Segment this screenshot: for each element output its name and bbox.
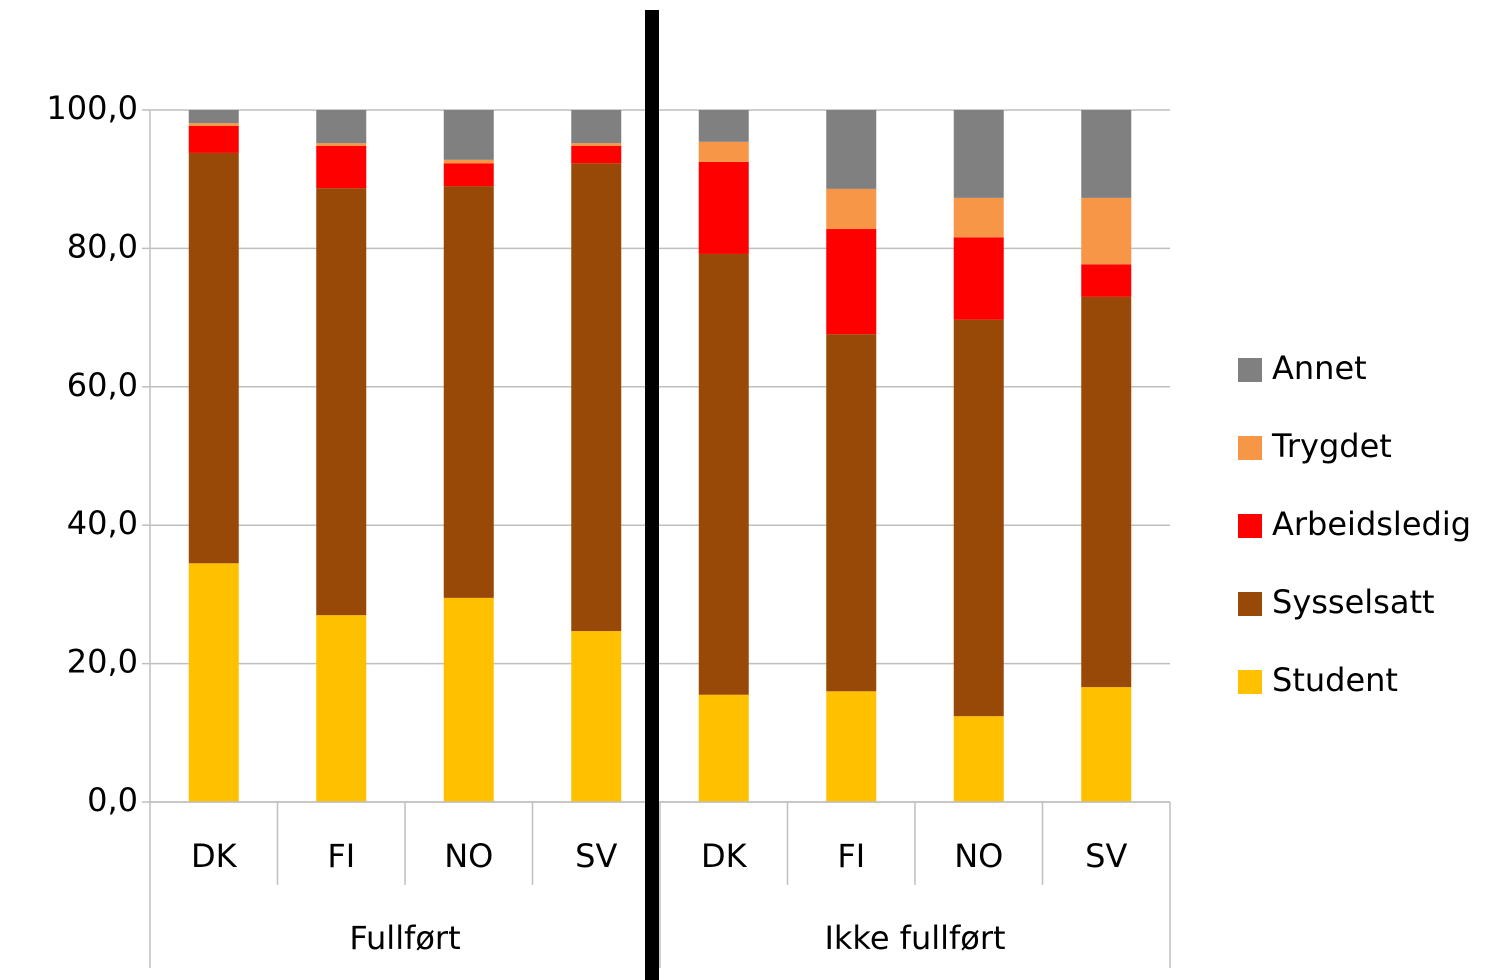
bar-segment [826, 229, 877, 335]
y-tick-label: 60,0 [67, 366, 138, 404]
bar-segment [698, 253, 749, 695]
bar-segment [316, 145, 367, 189]
bar-segment [953, 237, 1004, 320]
bar-segment [443, 159, 494, 164]
legend-label: Sysselsatt [1272, 583, 1435, 621]
bar-segment [571, 143, 622, 146]
bar-segment [953, 110, 1004, 198]
bar-segment [1081, 296, 1132, 688]
y-tick-label: 20,0 [67, 643, 138, 681]
legend-label: Annet [1272, 349, 1367, 387]
legend-label: Trygdet [1271, 427, 1392, 465]
legend-label: Arbeidsledig [1272, 505, 1471, 543]
x-tick-label: DK [191, 837, 238, 875]
bar-segment [443, 110, 494, 160]
x-tick-label: NO [954, 837, 1003, 875]
bar-segment [953, 716, 1004, 802]
legend-swatch [1238, 358, 1262, 382]
bar-segment [571, 163, 622, 632]
bar-segment [316, 188, 367, 616]
x-tick-label: NO [444, 837, 493, 875]
bar-segment [316, 615, 367, 802]
y-tick-label: 80,0 [67, 227, 138, 265]
bar-segment [698, 110, 749, 142]
x-tick-label: FI [837, 837, 865, 875]
bar-segment [188, 123, 239, 126]
bar-segment [1081, 110, 1132, 198]
bar-segment [953, 319, 1004, 717]
legend-swatch [1238, 436, 1262, 460]
bar-segment [571, 631, 622, 802]
bar-segment [188, 152, 239, 564]
bar-segment [571, 145, 622, 164]
bar-segment [953, 197, 1004, 238]
bar-segment [698, 141, 749, 162]
bar-segment [443, 186, 494, 598]
bar-segment [826, 110, 877, 189]
bar-segment [188, 563, 239, 802]
bar-segment [316, 143, 367, 146]
group-label: Ikke fullført [824, 919, 1005, 957]
bar-segment [826, 691, 877, 802]
bar-segment [826, 188, 877, 230]
bar-segment [316, 110, 367, 144]
bar-segment [1081, 264, 1132, 297]
y-tick-label: 40,0 [67, 504, 138, 542]
x-tick-label: FI [327, 837, 355, 875]
y-tick-label: 0,0 [87, 781, 138, 819]
legend-swatch [1238, 514, 1262, 538]
bar-segment [443, 163, 494, 187]
bar-segment [1081, 197, 1132, 265]
x-tick-label: SV [1085, 837, 1127, 875]
bar-segment [443, 597, 494, 802]
bar-segment [698, 694, 749, 802]
group-label: Fullført [349, 919, 460, 957]
bar-segment [1081, 687, 1132, 802]
bar-segment [826, 334, 877, 692]
x-tick-label: SV [575, 837, 617, 875]
legend-swatch [1238, 592, 1262, 616]
legend-swatch [1238, 670, 1262, 694]
x-tick-label: DK [701, 837, 748, 875]
legend-label: Student [1272, 661, 1398, 699]
bar-segment [188, 125, 239, 153]
bar-segment [188, 110, 239, 124]
bar-segment [698, 161, 749, 254]
bar-segment [571, 110, 622, 144]
y-tick-label: 100,0 [46, 89, 138, 127]
